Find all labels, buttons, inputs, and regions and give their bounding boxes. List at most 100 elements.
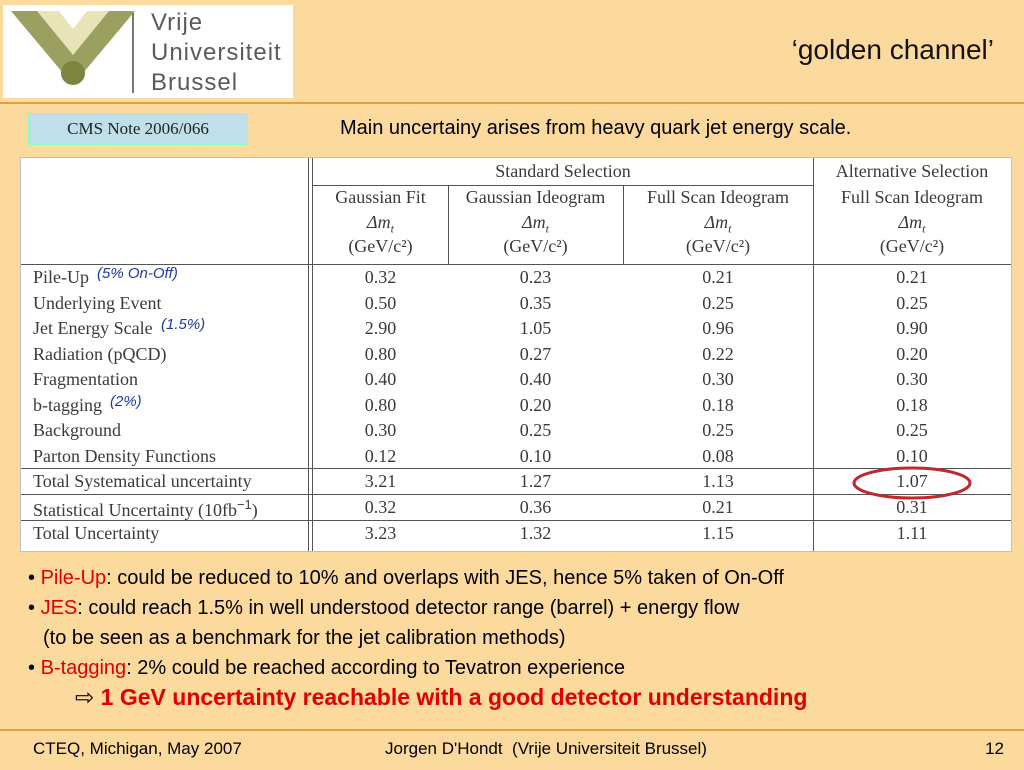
cell: 0.32	[364, 267, 397, 287]
row-label-text: Pile-Up	[33, 267, 89, 287]
rule	[308, 158, 309, 551]
arrow-icon: ⇨	[75, 684, 101, 710]
row-label-text: Jet Energy Scale	[33, 318, 153, 338]
bullet: • JES: could reach 1.5% in well understo…	[28, 593, 784, 623]
cell: 0.21	[896, 267, 928, 287]
row-label-text: Underlying Event	[33, 292, 162, 313]
cell: 1.11	[896, 523, 928, 543]
cell: 0.08	[702, 445, 734, 466]
cell: 0.31	[896, 497, 928, 517]
slide-title: ‘golden channel’	[791, 34, 994, 65]
group-header: Standard Selection	[495, 161, 631, 181]
bullet: • Pile-Up: could be reduced to 10% and o…	[28, 563, 784, 593]
bullet: • B-tagging: 2% could be reached accordi…	[28, 653, 784, 683]
cell: 0.25	[702, 292, 734, 313]
cell: 1.13	[702, 471, 734, 491]
bullet-list: • Pile-Up: could be reduced to 10% and o…	[28, 563, 784, 683]
cell: 0.10	[519, 445, 552, 466]
cell: 0.12	[364, 445, 397, 466]
row-label-text: b-tagging	[33, 394, 102, 415]
cell: 0.10	[896, 445, 928, 466]
row-label-text: Total Uncertainty	[33, 523, 160, 543]
logo-text: Universiteit	[151, 39, 282, 66]
cell: 0.18	[702, 394, 734, 415]
table: Standard Selection Alternative Selection G…	[20, 157, 1012, 552]
cell: 0.96	[702, 318, 734, 338]
bullet-dot: •	[28, 597, 41, 619]
column-quantity: Δmt	[623, 212, 813, 237]
quantity: Δm	[367, 212, 391, 232]
quantity: Δm	[898, 212, 923, 232]
cell: 0.22	[702, 343, 734, 364]
cell: 1.05	[519, 318, 552, 338]
row-label: Total Uncertainty	[33, 523, 159, 544]
bullet-dot: •	[28, 567, 41, 589]
column-quantity: Δmt	[813, 212, 1011, 237]
cell: 0.21	[702, 267, 734, 287]
rule	[21, 468, 1011, 469]
cell: 1.27	[519, 471, 552, 491]
column-unit: (GeV/c²)	[503, 236, 568, 256]
bullet-text: : could be reduced to 10% and overlaps w…	[106, 567, 784, 589]
row-label: Underlying Event	[33, 293, 161, 314]
rule	[813, 158, 814, 551]
cell: 0.25	[896, 292, 928, 313]
header: Vrije Universiteit Brussel ‘golden chann…	[0, 0, 1024, 104]
rule	[312, 158, 313, 551]
row-label-text: Total Systematical uncertainty	[33, 471, 252, 491]
rule	[21, 520, 1011, 521]
bullet-term: JES	[40, 597, 78, 619]
conclusion: ⇨ 1 GeV uncertainty reachable with a goo…	[75, 684, 807, 711]
row-label-text: Statistical Uncertainty (10fb	[33, 500, 237, 520]
quantity-subscript: t	[545, 221, 549, 236]
cell: 0.30	[896, 369, 928, 389]
row-label: Total Systematical uncertainty	[33, 471, 252, 492]
cell: 1.32	[519, 523, 552, 543]
cell: 0.25	[519, 420, 552, 440]
column-quantity: Δmt	[313, 212, 448, 237]
quantity-subscript: t	[390, 221, 394, 236]
row-label: Statistical Uncertainty (10fb−1)	[33, 497, 258, 521]
row-label: Jet Energy Scale	[33, 318, 153, 339]
footer: CTEQ, Michigan, May 2007 Jorgen D'Hondt …	[0, 729, 1024, 770]
row-label: Radiation (pQCD)	[33, 344, 166, 365]
cell: 3.21	[364, 471, 397, 491]
cell: 0.27	[519, 343, 552, 364]
rule	[21, 264, 1011, 265]
annotation: (5% On-Off)	[97, 265, 178, 282]
logo-text: Vrije	[151, 9, 204, 36]
bullet-term: Pile-Up	[40, 567, 107, 589]
note-label: CMS Note 2006/066	[28, 113, 248, 145]
cell: 0.90	[896, 318, 928, 338]
column-method: Full Scan Ideogram	[647, 187, 789, 207]
logo-shape	[11, 11, 135, 85]
conclusion-text: 1 GeV uncertainty reachable with a good …	[100, 684, 808, 710]
cell: 0.18	[896, 394, 928, 415]
cell: 3.23	[364, 523, 397, 543]
column-unit: (GeV/c²)	[348, 236, 413, 256]
footer-center: Jorgen D'Hondt (Vrije Universiteit Bruss…	[385, 739, 707, 758]
cell: 0.20	[519, 394, 552, 415]
quantity-subscript: t	[728, 221, 732, 236]
subtitle: Main uncertainy arises from heavy quark …	[340, 117, 852, 139]
logo-shape	[61, 61, 85, 85]
cell: 0.50	[364, 292, 397, 313]
highlight	[852, 466, 972, 500]
row-label-text: Parton Density Functions	[33, 445, 216, 466]
column-unit: (GeV/c²)	[879, 236, 945, 256]
quantity: Δm	[704, 212, 729, 232]
row-label: Fragmentation	[33, 369, 138, 390]
cell: 0.25	[896, 420, 928, 440]
logo-text: Brussel	[151, 69, 239, 96]
cell: 0.32	[364, 497, 397, 517]
logo-shape	[37, 11, 109, 55]
cell: 0.30	[702, 369, 734, 389]
column-unit: (GeV/c²)	[685, 236, 751, 256]
bullet-continuation: (to be seen as a benchmark for the jet c…	[43, 627, 566, 649]
cell: 2.90	[364, 318, 397, 338]
rule	[312, 185, 813, 186]
quantity: Δm	[522, 212, 546, 232]
row-label-text: Fragmentation	[33, 369, 138, 389]
bullet-dot: •	[28, 657, 41, 679]
page-number: 12	[985, 739, 1004, 758]
